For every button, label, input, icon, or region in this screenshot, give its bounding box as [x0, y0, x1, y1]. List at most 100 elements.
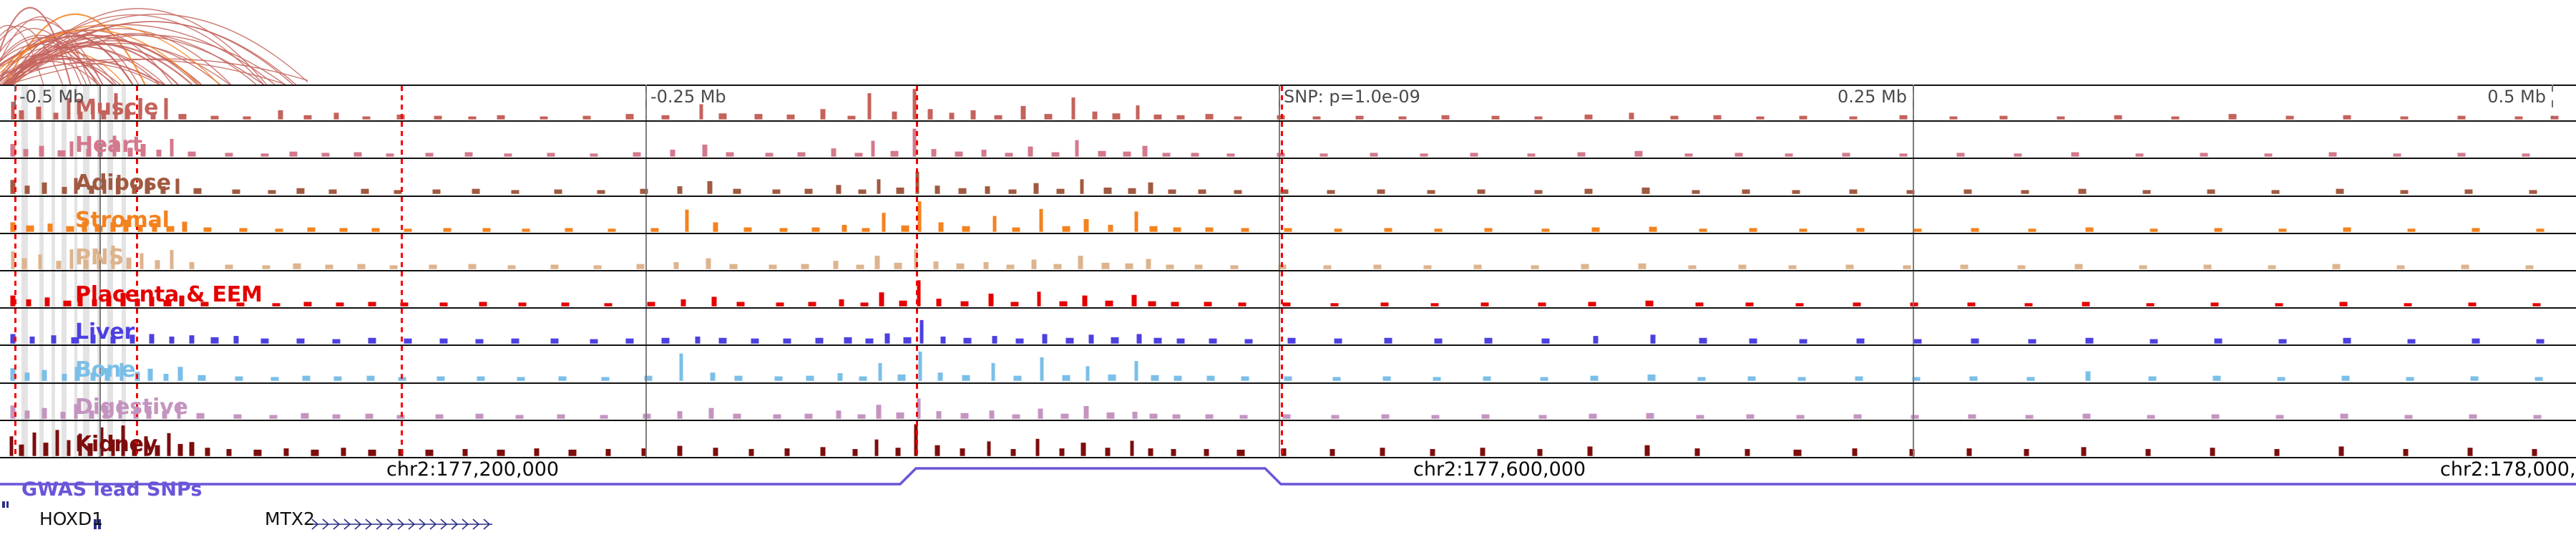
- credible-set-marker: [401, 420, 403, 457]
- credible-set-marker: [401, 346, 403, 382]
- track-stromal[interactable]: Stromal: [0, 196, 2576, 234]
- track-adipose[interactable]: Adipose: [0, 159, 2576, 197]
- guide-line: [1913, 346, 1914, 382]
- credible-set-marker: [916, 196, 918, 233]
- track-digestive[interactable]: Digestive: [0, 383, 2576, 421]
- ld-shade-column: [74, 196, 77, 233]
- guide-line: [99, 122, 101, 158]
- ld-shade-column: [83, 346, 89, 382]
- ld-shade-column: [62, 233, 67, 270]
- ld-shade-column: [39, 309, 44, 345]
- ld-shade-column: [21, 233, 28, 270]
- ld-shade-column: [83, 420, 89, 457]
- ld-shade-column: [83, 271, 89, 308]
- credible-set-marker: [401, 233, 403, 270]
- credible-set-marker: [14, 86, 16, 121]
- credible-set-marker: [14, 271, 16, 308]
- ld-shade-column: [97, 346, 101, 382]
- track-placenta-eem[interactable]: Placenta & EEM: [0, 271, 2576, 309]
- credible-set-marker: [14, 309, 16, 345]
- credible-set-marker: [136, 159, 138, 196]
- ld-shade-column: [52, 420, 55, 457]
- ld-shade-column: [74, 159, 77, 196]
- ld-shade-column: [83, 383, 89, 420]
- ld-shade-column: [39, 233, 44, 270]
- credible-set-marker: [916, 420, 918, 457]
- ld-shade-column: [107, 122, 113, 158]
- ld-shade-column: [62, 159, 67, 196]
- ld-shade-column: [122, 233, 126, 270]
- credible-set-marker: [1281, 383, 1283, 420]
- guide-line: [1279, 196, 1280, 233]
- ld-shade-column: [74, 309, 77, 345]
- ld-shade-column: [74, 86, 77, 121]
- ld-shade-column: [97, 86, 101, 121]
- ld-shade-column: [52, 383, 55, 420]
- credible-set-marker: [136, 233, 138, 270]
- credible-set-marker: [1281, 309, 1283, 345]
- credible-set-marker: [401, 122, 403, 158]
- guide-line: [1279, 233, 1280, 270]
- ld-shade-column: [83, 159, 89, 196]
- credible-set-marker: [14, 122, 16, 158]
- credible-set-marker: [14, 383, 16, 420]
- credible-set-marker: [14, 420, 16, 457]
- credible-set-marker: [14, 346, 16, 382]
- track-kidney[interactable]: Kidney: [0, 420, 2576, 458]
- gene-name[interactable]: MTX2: [265, 508, 315, 529]
- signal-peaks: [10, 320, 2545, 344]
- ld-shade-column: [122, 309, 126, 345]
- guide-line: [1913, 309, 1914, 345]
- coordinate-label: chr2:178,000,000: [2440, 458, 2576, 481]
- ld-shade-column: [39, 159, 44, 196]
- ld-shade-column: [97, 271, 101, 308]
- ld-shade-column: [39, 383, 44, 420]
- track-pns[interactable]: PNS: [0, 233, 2576, 271]
- ld-shade-column: [83, 309, 89, 345]
- guide-line: [645, 346, 647, 382]
- ld-shade-column: [97, 122, 101, 158]
- track-muscle[interactable]: Muscle: [0, 85, 2576, 122]
- ld-shade-column: [52, 271, 55, 308]
- credible-set-marker: [401, 196, 403, 233]
- ld-shade-column: [83, 196, 89, 233]
- guide-line: [99, 233, 101, 270]
- ld-shade-column: [21, 196, 28, 233]
- ld-shade-column: [62, 383, 67, 420]
- guide-line: [99, 309, 101, 345]
- guide-line: [1913, 420, 1914, 457]
- ld-shade-column: [21, 271, 28, 308]
- ld-shade-column: [122, 159, 126, 196]
- signal-peaks: [10, 172, 2537, 195]
- ld-shade-column: [74, 122, 77, 158]
- credible-set-marker: [136, 420, 138, 457]
- ld-shade-column: [21, 159, 28, 196]
- credible-set-marker: [1281, 86, 1283, 121]
- signal-peaks: [10, 128, 2530, 157]
- credible-set-marker: [136, 309, 138, 345]
- credible-set-marker: [401, 271, 403, 308]
- guide-line: [645, 309, 647, 345]
- credible-set-marker: [916, 159, 918, 196]
- credible-set-marker: [1281, 159, 1283, 196]
- guide-line: [645, 122, 647, 158]
- signal-peaks: [10, 397, 2542, 419]
- track-heart[interactable]: Heart: [0, 122, 2576, 160]
- ld-shade-column: [122, 86, 126, 121]
- ld-shade-column: [52, 196, 55, 233]
- gene-name[interactable]: HOXD1: [39, 508, 104, 529]
- track-bone[interactable]: Bone: [0, 346, 2576, 384]
- ld-shade-column: [122, 271, 126, 308]
- credible-set-marker: [1281, 420, 1283, 457]
- signal-peaks: [9, 424, 2537, 456]
- ld-shade-column: [122, 346, 126, 382]
- ld-shade-column: [39, 420, 44, 457]
- ld-shade-column: [74, 271, 77, 308]
- ld-shade-column: [39, 196, 44, 233]
- epigenome-tracks: Muscle Heart Adipose Stromal PNS Placenta & E…: [0, 85, 2576, 458]
- credible-set-marker: [916, 233, 918, 270]
- ld-shade-column: [97, 159, 101, 196]
- credible-set-marker: [136, 86, 138, 121]
- track-liver[interactable]: Liver: [0, 309, 2576, 347]
